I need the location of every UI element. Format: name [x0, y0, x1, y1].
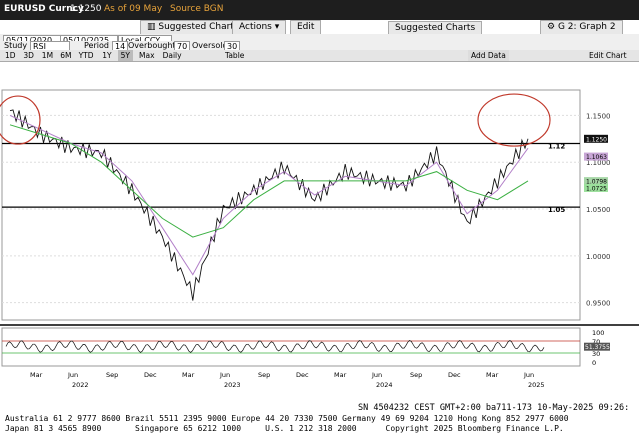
graph-selector[interactable]: ⚙ G 2: Graph 2 [540, 20, 623, 35]
range-daily[interactable]: Daily [162, 51, 182, 60]
x-tick-label: Jun [219, 371, 230, 379]
price-label: 1.1250 [70, 4, 102, 14]
price-chart[interactable]: 1.1500 1.1000 1.0500 1.0000 0.9500 1.12 1.05 1.… [0, 62, 639, 400]
x-tick-label: Dec [144, 371, 157, 379]
rsi-tick-label: 30 [592, 350, 600, 358]
highlight-ellipse-left [0, 95, 41, 145]
gear-icon: ⚙ [547, 22, 558, 32]
chart-icon: ▥ [147, 22, 159, 32]
x-tick-label: Jun [67, 371, 78, 379]
rsi-tick-label: 70 [592, 338, 600, 346]
asof-label: As of 09 May [104, 4, 163, 14]
range-1y[interactable]: 1Y [102, 51, 112, 60]
range-1d[interactable]: 1D [5, 51, 16, 60]
edit-button[interactable]: Edit [290, 20, 322, 35]
y-tick-label: 1.0500 [586, 206, 611, 214]
range-1m[interactable]: 1M [41, 51, 54, 60]
period-label: Period [84, 41, 109, 50]
price-tag [584, 177, 608, 186]
price-tag [584, 183, 608, 192]
source-label: Source BGN [170, 4, 224, 14]
y-tick-label: 0.9500 [586, 300, 611, 308]
header-bar: EURUSD Curncy 1.1250 As of 09 May Source… [0, 0, 639, 36]
ma-long-line [9, 124, 529, 238]
x-tick-label: Dec [296, 371, 309, 379]
rsi-tick-label: 100 [592, 329, 604, 337]
overbought-label: Overbought [128, 41, 176, 50]
x-tick-label: Sep [106, 371, 118, 379]
x-tick-label: Sep [410, 371, 422, 379]
ma-short-line [9, 114, 529, 276]
x-tick-label: Jun [371, 371, 382, 379]
edit-chart-button[interactable]: Edit Chart [589, 51, 627, 60]
hline-label: 1.12 [548, 142, 565, 150]
suggested-label: Suggested Charts [158, 22, 239, 32]
edit-label: Edit [297, 22, 315, 32]
rsi-tick-label: 0 [592, 359, 596, 367]
y-tick-label: 1.0000 [586, 253, 611, 261]
actions-button[interactable]: Actions ▾ [232, 20, 287, 35]
range-3d[interactable]: 3D [23, 51, 34, 60]
price-tag-label: 1.1250 [586, 136, 607, 143]
x-tick-label: Mar [486, 371, 499, 379]
rsi-line [5, 339, 545, 353]
range-5y[interactable]: 5Y [117, 50, 133, 61]
y-tick-label: 1.1500 [586, 112, 611, 120]
price-tag-label: 1.0798 [586, 179, 607, 186]
ticker-label: EURUSD Curncy [4, 4, 84, 14]
rsi-value-tag [584, 342, 610, 351]
year-label: 2022 [72, 381, 89, 389]
hline-label: 1.05 [548, 206, 565, 214]
year-label: 2025 [528, 381, 545, 389]
add-data-button[interactable]: Add Data [468, 50, 509, 61]
oversold-label: Oversold [192, 41, 228, 50]
x-tick-label: Mar [30, 371, 43, 379]
range-max[interactable]: Max [139, 51, 155, 60]
suggested-charts-label: Suggested Charts [395, 23, 476, 33]
study-label: Study [4, 41, 28, 50]
price-tag-label: 1.0725 [586, 185, 607, 192]
suggested-charts-button[interactable]: Suggested Charts [388, 21, 483, 36]
x-tick-label: Mar [334, 371, 347, 379]
footer-line-2: Australia 61 2 9777 8600 Brazil 5511 239… [5, 414, 569, 423]
year-label: 2024 [376, 381, 393, 389]
x-tick-label: Jun [523, 371, 534, 379]
plot-area [1, 89, 581, 321]
range-bar: 1D 3D 1M 6M YTD 1Y 5Y Max Daily Table Add Data E… [0, 50, 639, 62]
x-tick-label: Mar [182, 371, 195, 379]
price-tag [584, 152, 608, 161]
actions-label: Actions [239, 22, 272, 32]
price-line [9, 109, 529, 301]
chevron-down-icon: ▾ [274, 22, 280, 32]
footer-line-1: SN 4504232 CEST GMT+2:00 ba711-173 10-Ma… [358, 403, 630, 413]
rsi-value-label: 51.3755 [585, 344, 610, 351]
price-tag-label: 1.1063 [586, 154, 607, 161]
range-ytd[interactable]: YTD [78, 51, 94, 60]
price-tag [584, 134, 608, 143]
y-tick-label: 1.1000 [586, 159, 611, 167]
year-label: 2023 [224, 381, 241, 389]
table-button[interactable]: Table [225, 51, 245, 60]
x-tick-label: Sep [258, 371, 270, 379]
graph-label: G 2: Graph 2 [557, 22, 616, 32]
range-6m[interactable]: 6M [60, 51, 72, 60]
suggested-button[interactable]: ▥ Suggested Charts [140, 20, 246, 35]
footer-line-3: Japan 81 3 4565 8900 Singapore 65 6212 1… [5, 424, 564, 433]
highlight-ellipse-right [477, 93, 551, 147]
x-tick-label: Dec [448, 371, 461, 379]
rsi-panel [1, 327, 581, 367]
